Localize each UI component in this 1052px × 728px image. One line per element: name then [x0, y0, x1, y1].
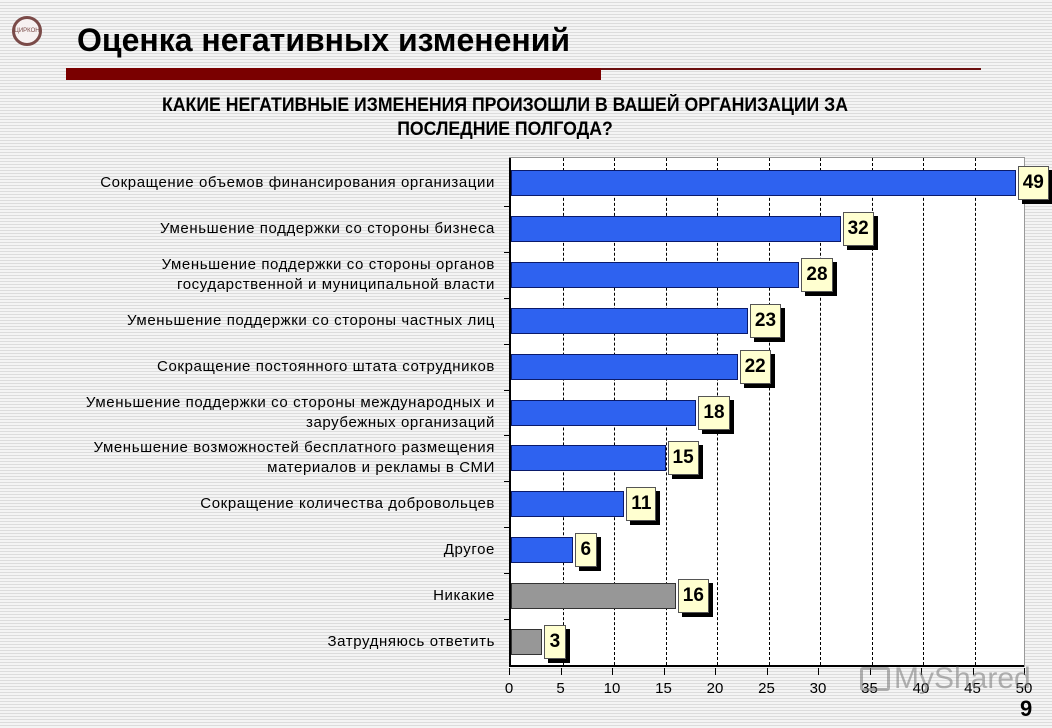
category-label: Уменьшение поддержки со стороны бизнеса — [0, 219, 495, 239]
category-label: Другое — [0, 540, 495, 560]
category-tick — [504, 343, 511, 345]
plot-frame-right — [1024, 157, 1025, 667]
x-tick-label: 0 — [504, 680, 514, 697]
x-tick-label: 25 — [758, 680, 775, 697]
category-label-line: Уменьшение поддержки со стороны частных … — [126, 311, 495, 329]
gridline — [820, 158, 821, 665]
category-label-line: Уменьшение поддержки со стороны бизнеса — [160, 219, 495, 237]
chart-title: КАКИЕ НЕГАТИВНЫЕ ИЗМЕНЕНИЯ ПРОИЗОШЛИ В В… — [138, 94, 873, 142]
category-tick — [504, 389, 511, 391]
category-label: Сокращение количества добровольцев — [0, 494, 495, 514]
category-label: Затрудняюсь ответить — [0, 632, 495, 652]
x-tick — [663, 668, 665, 675]
chart-title-line-2: ПОСЛЕДНИЕ ПОЛГОДА? — [397, 119, 613, 140]
x-tick — [921, 668, 922, 675]
bar — [511, 169, 1016, 196]
value-label: 32 — [842, 211, 874, 246]
x-tick — [818, 668, 819, 675]
category-label: Сокращение постоянного штата сотрудников — [0, 357, 495, 377]
category-label-line: Сокращение количества добровольцев — [200, 495, 495, 513]
category-label: Уменьшение поддержки со стороны органов г… — [0, 255, 495, 295]
x-tick — [612, 668, 613, 675]
x-tick-label: 20 — [706, 680, 724, 697]
category-label-line: Затрудняюсь ответить — [327, 633, 495, 651]
plot-frame-top — [509, 157, 1024, 158]
category-label-line: Сокращение объемов финансирования органи… — [100, 173, 495, 191]
x-tick-label: 10 — [603, 680, 621, 697]
gridline — [871, 158, 873, 665]
value-label: 49 — [1017, 165, 1049, 200]
category-label-line: зарубежных организаций — [305, 413, 495, 431]
bar — [511, 261, 800, 288]
watermark-text: MyShared — [894, 662, 1031, 695]
category-tick — [504, 251, 511, 253]
category-tick — [504, 619, 511, 621]
bar — [511, 399, 697, 426]
x-tick — [715, 668, 716, 675]
value-label: 6 — [574, 533, 597, 568]
value-label: 3 — [543, 625, 566, 660]
page-title: Оценка негативных изменений — [77, 22, 571, 58]
x-tick-label: 5 — [556, 680, 565, 697]
category-label: Уменьшение возможностей бесплатного разм… — [0, 438, 495, 478]
category-tick — [504, 435, 511, 437]
value-label: 15 — [667, 441, 699, 476]
plot-area: 49 32 28 23 22 18 15 11 6 16 3 — [504, 158, 1049, 667]
bar — [511, 445, 666, 472]
category-label: Никакие — [0, 586, 495, 606]
category-tick — [504, 297, 511, 299]
category-tick — [504, 205, 511, 207]
x-tick-label: 40 — [912, 680, 930, 697]
x-tick-label: 15 — [655, 680, 672, 697]
chart-title-line-1: КАКИЕ НЕГАТИВНЫЕ ИЗМЕНЕНИЯ ПРОИЗОШЛИ В В… — [161, 95, 848, 116]
gridline — [923, 158, 924, 665]
watermark: MyShared — [860, 662, 1031, 696]
x-tick — [766, 668, 768, 675]
value-label: 11 — [626, 487, 657, 522]
bar — [511, 491, 625, 518]
bar — [511, 353, 738, 380]
x-tick — [1024, 668, 1025, 675]
bar — [511, 583, 676, 610]
logo: ЦИРКОН — [12, 16, 42, 46]
x-tick-label: 50 — [1015, 680, 1033, 697]
value-label: 23 — [749, 303, 782, 338]
page-number: 9 — [1020, 696, 1033, 721]
bar — [511, 307, 748, 334]
bar — [511, 537, 573, 564]
category-label: Уменьшение поддержки со стороны междунар… — [0, 393, 495, 433]
x-tick-label: 45 — [964, 680, 981, 697]
category-label-line: Никакие — [433, 587, 495, 605]
category-label-line: Уменьшение поддержки со стороны органов — [161, 255, 495, 273]
bar — [511, 215, 841, 242]
category-label-line: материалов и рекламы в СМИ — [267, 459, 495, 477]
category-label: Уменьшение поддержки со стороны частных … — [0, 311, 495, 331]
value-label: 22 — [739, 349, 771, 384]
category-tick — [504, 481, 511, 483]
category-tick — [504, 573, 511, 575]
title-underline-line — [601, 68, 981, 70]
x-tick — [972, 668, 974, 675]
value-label: 18 — [698, 395, 730, 430]
bar — [511, 629, 542, 656]
category-label-line: Уменьшение возможностей бесплатного разм… — [93, 439, 495, 457]
category-label-line: государственной и муниципальной власти — [176, 275, 495, 293]
value-label: 28 — [801, 257, 833, 292]
gridline — [974, 158, 976, 665]
category-label-line: Другое — [443, 541, 495, 559]
value-label: 16 — [677, 579, 709, 614]
x-tick — [509, 668, 510, 675]
x-tick — [869, 668, 871, 675]
x-tick-label: 30 — [809, 680, 827, 697]
logo-text: ЦИРКОН — [14, 28, 40, 34]
category-label-line: Уменьшение поддержки со стороны междунар… — [85, 393, 495, 411]
category-tick — [504, 527, 511, 529]
title-underline-accent — [66, 68, 601, 80]
category-label-line: Сокращение постоянного штата сотрудников — [157, 357, 495, 375]
presentation-icon — [860, 667, 890, 691]
x-tick — [560, 668, 562, 675]
category-label: Сокращение объемов финансирования органи… — [0, 173, 495, 193]
gridline — [768, 158, 770, 665]
